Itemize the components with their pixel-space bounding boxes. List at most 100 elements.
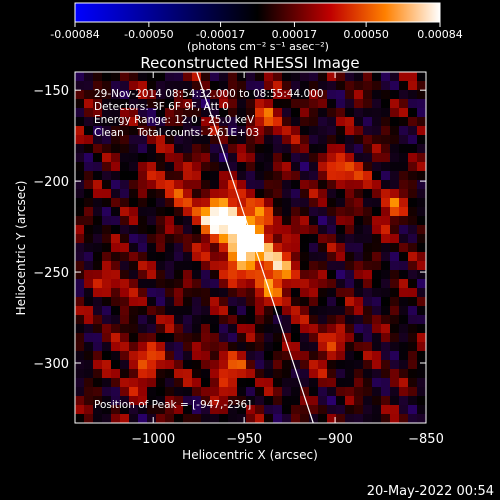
heatmap-cell bbox=[102, 117, 112, 127]
heatmap-cell bbox=[309, 315, 319, 325]
heatmap-cell bbox=[201, 90, 211, 100]
heatmap-cell bbox=[219, 243, 229, 253]
heatmap-cell bbox=[210, 243, 220, 253]
heatmap-cell bbox=[75, 351, 85, 361]
heatmap-cell bbox=[120, 135, 130, 145]
heatmap-cell bbox=[174, 297, 184, 307]
heatmap-cell bbox=[318, 189, 328, 199]
heatmap-cell bbox=[345, 405, 355, 415]
heatmap-cell bbox=[111, 117, 121, 127]
heatmap-cell bbox=[255, 207, 265, 217]
y-tick-label: −250 bbox=[33, 266, 69, 281]
heatmap-cell bbox=[354, 324, 364, 334]
heatmap-cell bbox=[354, 189, 364, 199]
heatmap-cell bbox=[309, 126, 319, 136]
heatmap-cell bbox=[138, 72, 148, 82]
heatmap-cell bbox=[327, 387, 337, 397]
heatmap-cell bbox=[345, 306, 355, 316]
heatmap-cell bbox=[156, 189, 166, 199]
heatmap-cell bbox=[381, 171, 391, 181]
heatmap-cell bbox=[147, 117, 157, 127]
heatmap-cell bbox=[255, 126, 265, 136]
heatmap-cell bbox=[210, 297, 220, 307]
heatmap-cell bbox=[336, 153, 346, 163]
heatmap-cell bbox=[75, 162, 85, 172]
heatmap-cell bbox=[210, 324, 220, 334]
heatmap-cell bbox=[417, 342, 427, 352]
heatmap-cell bbox=[84, 378, 94, 388]
heatmap-cell bbox=[237, 342, 247, 352]
heatmap-cell bbox=[372, 333, 382, 343]
heatmap-cell bbox=[273, 162, 283, 172]
heatmap-cell bbox=[399, 378, 409, 388]
heatmap-cell bbox=[336, 144, 346, 154]
heatmap-cell bbox=[156, 72, 166, 82]
heatmap-cell bbox=[336, 279, 346, 289]
heatmap-cell bbox=[192, 387, 202, 397]
heatmap-cell bbox=[417, 90, 427, 100]
heatmap-cell bbox=[219, 144, 229, 154]
heatmap-cell bbox=[201, 297, 211, 307]
heatmap-cell bbox=[219, 387, 229, 397]
heatmap-cell bbox=[210, 162, 220, 172]
heatmap-cell bbox=[381, 153, 391, 163]
heatmap-cell bbox=[255, 144, 265, 154]
heatmap-cell bbox=[210, 126, 220, 136]
heatmap-cell bbox=[255, 297, 265, 307]
heatmap-cell bbox=[246, 81, 256, 91]
heatmap-cell bbox=[336, 351, 346, 361]
heatmap-cell bbox=[165, 189, 175, 199]
heatmap-cell bbox=[399, 234, 409, 244]
heatmap-cell bbox=[129, 162, 139, 172]
heatmap-cell bbox=[210, 279, 220, 289]
heatmap-cell bbox=[120, 171, 130, 181]
heatmap-cell bbox=[246, 126, 256, 136]
heatmap-cell bbox=[93, 387, 103, 397]
heatmap-cell bbox=[111, 414, 121, 424]
heatmap-cell bbox=[174, 387, 184, 397]
heatmap-cell bbox=[192, 306, 202, 316]
heatmap-cell bbox=[399, 279, 409, 289]
heatmap-cell bbox=[273, 288, 283, 298]
heatmap-cell bbox=[138, 387, 148, 397]
heatmap-cell bbox=[120, 243, 130, 253]
heatmap-cell bbox=[345, 351, 355, 361]
heatmap-cell bbox=[363, 162, 373, 172]
heatmap-cell bbox=[120, 198, 130, 208]
heatmap-cell bbox=[120, 279, 130, 289]
heatmap-cell bbox=[336, 360, 346, 370]
heatmap-cell bbox=[237, 189, 247, 199]
heatmap-cell bbox=[75, 153, 85, 163]
heatmap-cell bbox=[282, 261, 292, 271]
heatmap-cell bbox=[183, 126, 193, 136]
heatmap-cell bbox=[255, 189, 265, 199]
heatmap-cell bbox=[111, 387, 121, 397]
heatmap-cell bbox=[120, 81, 130, 91]
heatmap-cell bbox=[219, 216, 229, 226]
heatmap-cell bbox=[336, 342, 346, 352]
heatmap-cell bbox=[264, 297, 274, 307]
heatmap-cell bbox=[273, 216, 283, 226]
heatmap-cell bbox=[165, 225, 175, 235]
heatmap-cell bbox=[111, 81, 121, 91]
heatmap-cell bbox=[336, 81, 346, 91]
heatmap-cell bbox=[417, 99, 427, 109]
heatmap-cell bbox=[183, 207, 193, 217]
heatmap-cell bbox=[93, 261, 103, 271]
heatmap-cell bbox=[408, 306, 418, 316]
heatmap-cell bbox=[255, 117, 265, 127]
heatmap-cell bbox=[372, 378, 382, 388]
heatmap-cell bbox=[147, 189, 157, 199]
heatmap-cell bbox=[390, 153, 400, 163]
heatmap-cell bbox=[246, 180, 256, 190]
heatmap-cell bbox=[183, 297, 193, 307]
heatmap-cell bbox=[111, 135, 121, 145]
heatmap-cell bbox=[255, 261, 265, 271]
heatmap-cell bbox=[129, 189, 139, 199]
heatmap-cell bbox=[120, 108, 130, 118]
heatmap-cell bbox=[201, 324, 211, 334]
heatmap-cell bbox=[147, 99, 157, 109]
heatmap-cell bbox=[75, 387, 85, 397]
heatmap-cell bbox=[273, 342, 283, 352]
heatmap-cell bbox=[318, 207, 328, 217]
